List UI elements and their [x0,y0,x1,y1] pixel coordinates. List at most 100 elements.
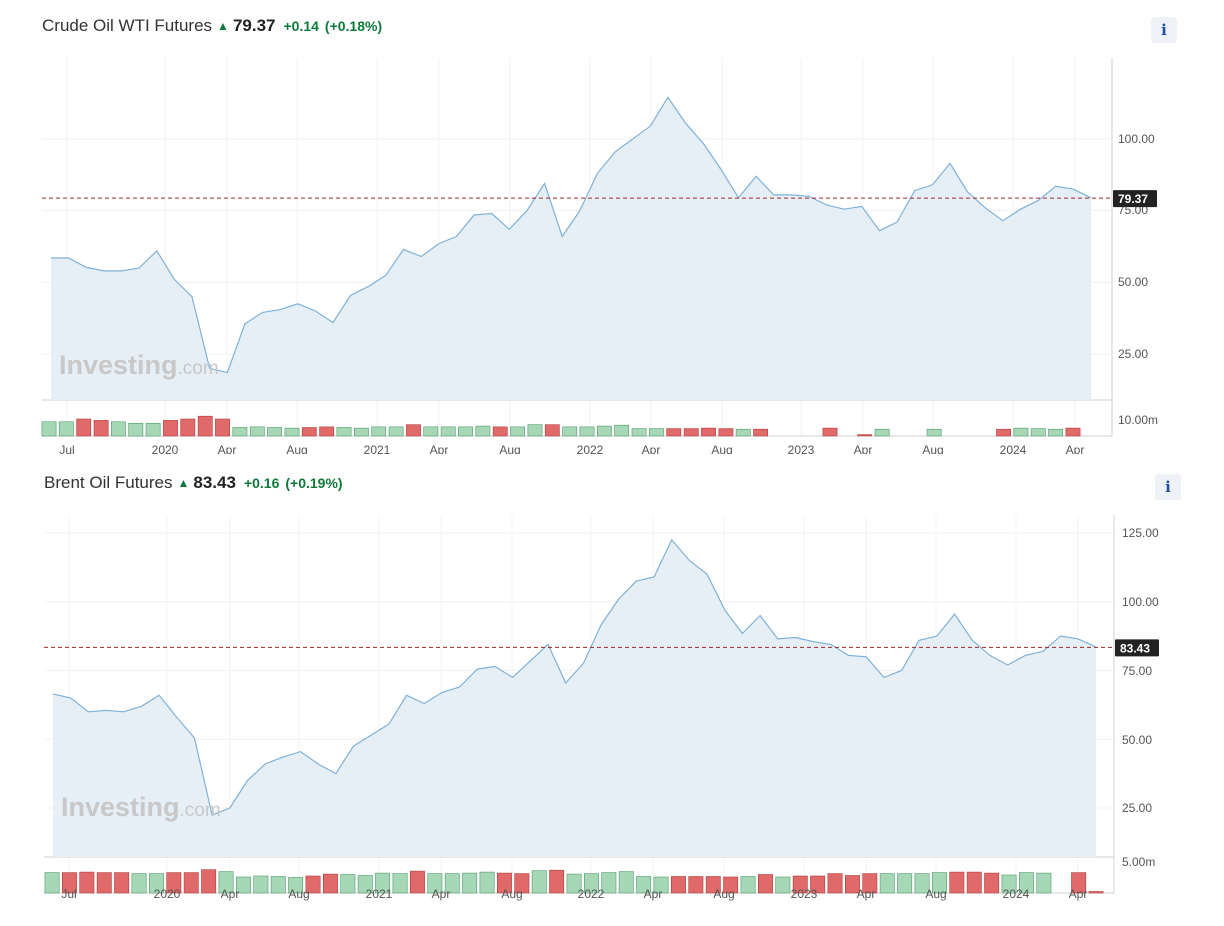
time-axis-label: 2023 [788,443,815,454]
volume-bar [249,426,265,437]
time-axis-label: 2021 [364,443,391,454]
instrument-name[interactable]: Crude Oil WTI Futures [42,16,213,35]
volume-bar [180,418,196,437]
time-axis-label: Aug [922,443,943,454]
volume-bar [149,873,164,894]
volume-bar [218,871,234,894]
time-axis-label: Jul [61,887,76,901]
volume-bar [305,875,321,894]
instrument-name[interactable]: Brent Oil Futures [44,473,173,492]
volume-bar [96,872,112,894]
volume-bar [1071,872,1087,894]
investing-watermark: Investing.com [59,350,219,380]
volume-bar [458,426,473,437]
volume-bar [701,427,716,437]
time-axis-label: Apr [644,887,663,901]
volume-bar [653,876,669,894]
volume-bar [618,871,634,894]
volume-bar [336,427,352,437]
price-area-fill [53,539,1096,857]
volume-bar [735,428,751,437]
watermark-brand: Investing [59,350,178,380]
volume-bar [648,428,664,437]
volume-bar [388,426,404,437]
volume-bar [427,873,443,894]
volume-bar [879,873,895,894]
last-price-tag-bg [1115,639,1159,657]
volume-bar [111,421,126,437]
time-axis-label: 2024 [1003,887,1030,901]
volume-bar [740,876,756,894]
price-axis-tick: 75.00 [1122,664,1152,678]
volume-bar [631,428,647,437]
volume-bar [406,424,421,437]
volume-bar [549,869,565,894]
volume-bar [340,874,356,894]
volume-bar [201,869,217,894]
volume-bar [966,871,982,894]
last-price-tag-text: 79.37 [1118,192,1148,206]
last-price-tag: 83.43 [1115,639,1159,657]
volume-bar [114,872,130,894]
volume-bar [1001,874,1017,894]
volume-bar [792,875,808,894]
volume-bar [236,876,251,894]
volume-bar [527,424,543,437]
info-button[interactable]: i [1155,474,1181,500]
price-series-line [51,96,1092,374]
investing-watermark: Investing.com [61,792,221,822]
volume-bar [874,428,890,437]
volume-bar [1030,428,1046,437]
volume-bar [775,876,791,894]
volume-bar [670,876,686,894]
volume-bar [601,872,617,894]
price-axis-tick: 25.00 [1118,347,1148,361]
volume-bar [926,428,942,437]
volume-axis-tick: 10.00m [1118,413,1158,427]
price-chart[interactable]: Investing.com 125.00 100.00 75.00 50.00 25.00… [0,485,1224,913]
time-axis-label: Apr [1069,887,1088,901]
time-axis-label: Aug [711,443,732,454]
price-chart[interactable]: Investing.com100.0075.0050.0025.0010.00m… [0,28,1224,454]
last-price-tag: 79.37 [1113,190,1157,208]
info-button[interactable]: i [1151,17,1177,43]
wti-chart-panel: Crude Oil WTI Futures ▲ 79.37 +0.14 (+0.… [0,14,1224,454]
volume-bar [353,427,369,437]
volume-bar [984,872,1000,894]
volume-bar [163,420,178,437]
volume-bar [723,876,739,894]
time-axis-label: Apr [430,443,449,454]
volume-bar [614,424,630,437]
volume-bar [409,870,425,894]
volume-bar [93,420,109,437]
volume-bar [1048,428,1063,437]
volume-bar [284,427,300,437]
price-change-percent: (+0.19%) [285,475,343,491]
time-axis-label: 2022 [578,887,605,901]
volume-bar [357,875,373,894]
volume-bar [583,873,599,894]
time-axis-label: Aug [925,887,946,901]
volume-bar [423,426,439,437]
volume-bar [183,872,199,894]
last-price: 83.43 [193,473,236,492]
volume-bar [492,426,508,437]
volume-bar [371,426,387,437]
volume-bar [705,876,721,894]
brent-chart-panel: Brent Oil Futures ▲ 83.43 +0.16 (+0.19%)… [0,471,1224,911]
price-change: +0.16 [243,475,280,491]
volume-bar [76,418,92,437]
price-axis-tick: 100.00 [1118,132,1155,146]
volume-bar [496,872,512,894]
price-axis-tick: 50.00 [1122,733,1152,747]
volume-bar [1036,872,1052,894]
volume-bar [479,871,495,894]
price-axis-tick: 50.00 [1118,275,1148,289]
volume-bar [862,873,878,894]
time-axis-label: Apr [221,887,240,901]
volume-bar [596,425,612,437]
volume-bar [562,426,578,437]
chart-header: Crude Oil WTI Futures ▲ 79.37 +0.14 (+0.… [42,14,388,38]
watermark-suffix: .com [180,800,221,821]
volume-bar [683,428,699,437]
